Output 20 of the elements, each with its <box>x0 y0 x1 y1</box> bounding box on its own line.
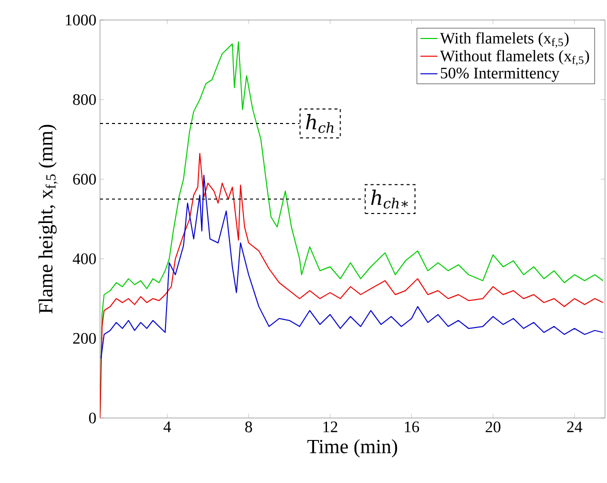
y-tick-label: 800 <box>73 94 96 105</box>
ref-line-label: h$_{ch∗}$ <box>371 190 408 209</box>
line-series <box>100 174 604 359</box>
y-tick-label: 200 <box>73 333 96 344</box>
legend-label: 50% Intermittency <box>440 68 560 82</box>
legend-label: Without flamelets (x$_{f,5}$) <box>440 50 589 66</box>
ref-line-label: h$_{ch}$ <box>306 114 334 133</box>
x-tick-label: 20 <box>486 422 500 432</box>
x-tick-label: 16 <box>404 422 420 432</box>
y-tick-label: 1000 <box>66 14 96 26</box>
x-tick-label: 24 <box>567 422 582 432</box>
x-tick-label: 4 <box>164 422 171 432</box>
x-tick-label: 12 <box>324 422 338 432</box>
y-tick-label: 600 <box>73 174 96 185</box>
y-tick-label: 400 <box>72 253 96 264</box>
x-tick-label: 8 <box>245 422 252 432</box>
y-axis-title: Flame height, x$_{f,5}$ (mm) <box>38 124 58 314</box>
legend-label: With flamelets (x$_{f,5}$) <box>440 32 569 48</box>
x-axis-title: Time (min) <box>307 439 398 458</box>
y-tick-label: 0 <box>89 412 96 424</box>
